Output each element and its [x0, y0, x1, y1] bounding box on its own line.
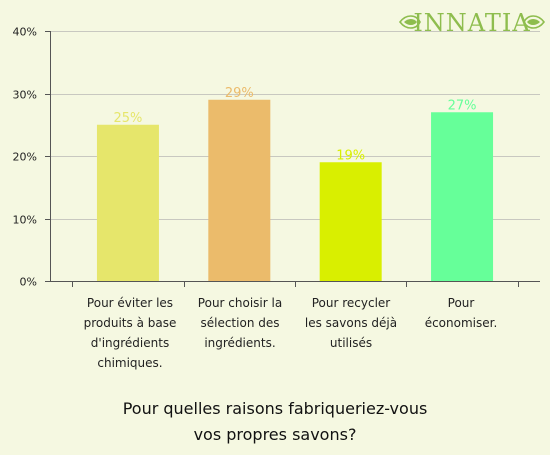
bar-value-label: 29% [225, 86, 254, 101]
category-label-2: Pour choisir la sélection des ingrédient… [185, 293, 295, 353]
bars [96, 99, 494, 281]
category-line: d'ingrédients [90, 336, 170, 350]
axes [45, 31, 540, 287]
bar [96, 124, 159, 281]
y-tick-label: 0% [20, 276, 37, 289]
y-tick-label: 20% [13, 151, 37, 164]
y-tick-label: 10% [13, 214, 37, 227]
category-line: les savons déjà [304, 316, 398, 330]
chart-title-line-2: vos propres savons? [193, 425, 357, 444]
category-line: Pour recycler [311, 296, 391, 310]
category-line: chimiques. [97, 356, 163, 370]
category-line: Pour [447, 296, 475, 310]
bar-value-label: 19% [336, 148, 365, 163]
leaf-ornament-left-icon [398, 15, 421, 29]
category-line: ingrédients. [204, 336, 276, 350]
chart-title: Pour quelles raisons fabriqueriez-vous v… [0, 396, 550, 448]
category-label-1: Pour éviter les produits à base d'ingréd… [75, 293, 185, 373]
bar [319, 162, 382, 281]
bar [208, 99, 271, 281]
category-label-3: Pour recycler les savons déjà utilisés [296, 293, 406, 353]
bar [431, 112, 494, 281]
category-line: sélection des [200, 316, 280, 330]
value-labels: 25% 29% 19% 27% [114, 86, 477, 164]
chart-title-line-1: Pour quelles raisons fabriqueriez-vous [122, 399, 428, 418]
innatia-logo: INNATIA [398, 9, 546, 37]
logo-text: INNATIA [413, 9, 530, 37]
y-tick-label: 30% [13, 89, 37, 102]
category-line: produits à base [83, 316, 177, 330]
leaf-ornament-right-icon [523, 15, 546, 29]
category-line: économiser. [424, 316, 498, 330]
category-line: utilisés [329, 336, 373, 350]
category-line: Pour éviter les [86, 296, 174, 310]
category-label-4: Pour économiser. [406, 293, 516, 333]
y-tick-label: 40% [13, 26, 37, 39]
bar-value-label: 25% [114, 111, 143, 126]
bar-value-label: 27% [448, 98, 477, 113]
category-line: Pour choisir la [197, 296, 283, 310]
y-tick-labels: 0% 10% 20% 30% 40% [13, 26, 37, 289]
